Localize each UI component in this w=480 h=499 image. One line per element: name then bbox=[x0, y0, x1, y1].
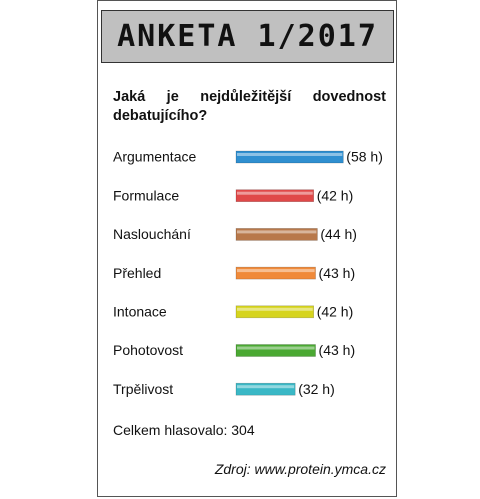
value-label: (32 h) bbox=[298, 381, 335, 397]
source: Zdroj: www.protein.ymca.cz bbox=[214, 461, 386, 477]
value-label: (44 h) bbox=[320, 226, 357, 242]
bar bbox=[235, 305, 314, 319]
bar bbox=[235, 189, 314, 202]
value-label: (42 h) bbox=[317, 304, 354, 320]
bar-shine bbox=[237, 191, 313, 195]
bar bbox=[235, 344, 316, 357]
bar bbox=[235, 228, 318, 241]
total-note: Celkem hlasovalo: 304 bbox=[113, 422, 255, 438]
question: Jaká je nejdůležitější dovednost debatuj… bbox=[113, 89, 386, 124]
bar-shine bbox=[237, 346, 315, 350]
value-label: (42 h) bbox=[317, 187, 354, 203]
bar bbox=[235, 150, 344, 164]
category-label: Intonace bbox=[113, 304, 167, 320]
category-label: Trpělivost bbox=[113, 381, 173, 397]
category-label: Přehled bbox=[113, 265, 161, 281]
category-label: Argumentace bbox=[113, 149, 196, 165]
bar-shine bbox=[237, 307, 313, 311]
category-label: Naslouchání bbox=[113, 226, 191, 242]
bar bbox=[235, 382, 296, 396]
value-label: (43 h) bbox=[319, 342, 356, 358]
category-label: Pohotovost bbox=[113, 342, 183, 358]
category-label: Formulace bbox=[113, 187, 179, 203]
bar-shine bbox=[237, 230, 317, 234]
frame bbox=[97, 0, 397, 497]
bar-shine bbox=[237, 269, 315, 273]
chart-title: ANKETA 1/2017 bbox=[101, 10, 394, 63]
bar-shine bbox=[237, 385, 295, 389]
value-label: (58 h) bbox=[346, 149, 383, 165]
bar-shine bbox=[237, 153, 343, 156]
value-label: (43 h) bbox=[319, 265, 356, 281]
bar bbox=[235, 266, 316, 280]
